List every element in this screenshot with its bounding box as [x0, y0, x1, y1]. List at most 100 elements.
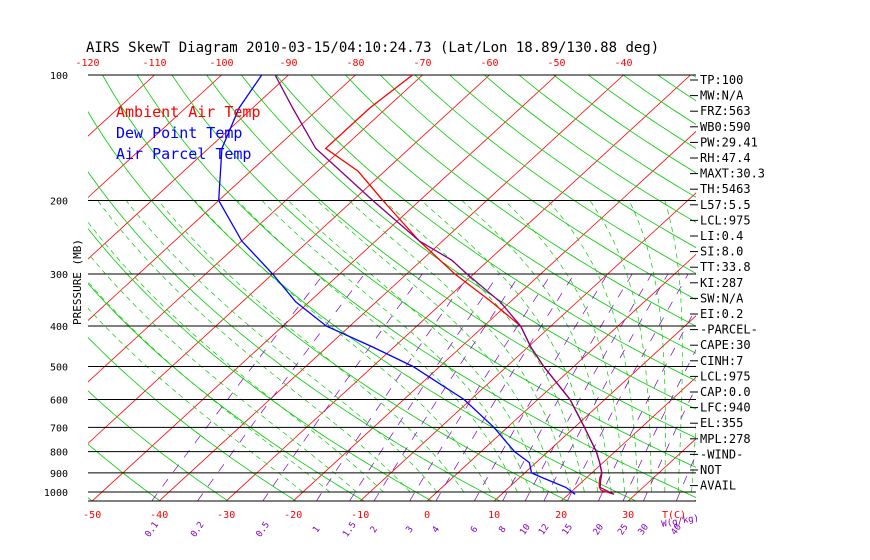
guide-lines	[0, 75, 870, 501]
dry-adiabat-line	[88, 228, 432, 501]
stat-item: LCL:975	[700, 213, 751, 227]
mixing-ratio-label: 8	[497, 525, 508, 535]
moist-adiabat-line	[383, 200, 585, 493]
stat-item: -PARCEL-	[700, 323, 758, 337]
mixing-ratio-line	[262, 273, 423, 501]
mixing-ratio-label: 4	[431, 525, 442, 535]
top-temp-tick-label: -50	[547, 58, 565, 69]
stat-item: LFC:940	[700, 401, 751, 415]
top-temp-tick-label: -40	[614, 58, 632, 69]
mixing-ratio-line	[151, 273, 325, 501]
chart-title: AIRS SkewT Diagram 2010-03-15/04:10:24.7…	[86, 40, 659, 56]
dry-adiabat-line	[831, 75, 870, 501]
pressure-tick-label: 900	[50, 469, 68, 480]
stat-item: KI:287	[700, 276, 743, 290]
mixing-ratio-line	[567, 273, 689, 501]
stat-item: LCL:975	[700, 369, 751, 383]
dry-adiabat-line	[88, 171, 500, 501]
isotherm-line	[293, 130, 696, 501]
mixing-ratio-label: 0.5	[255, 520, 273, 539]
bottom-temp-tick-label: 0	[424, 510, 430, 521]
pressure-tick-label: 300	[50, 270, 68, 281]
mixing-ratio-label: 20	[592, 523, 606, 538]
top-temp-tick-label: -100	[209, 58, 233, 69]
mixing-ratio-label: 6	[469, 525, 480, 535]
dry-adiabat-line	[345, 75, 696, 327]
dry-adiabat-line	[88, 390, 229, 501]
mixing-ratio-line	[543, 273, 669, 501]
isotherm-line	[360, 192, 696, 501]
dry-adiabat-line	[310, 75, 696, 354]
stat-item: EL:355	[700, 416, 743, 430]
moist-adiabat-line	[88, 221, 384, 493]
dry-adiabat-line	[171, 75, 696, 468]
pressure-tick-label: 800	[50, 448, 68, 459]
bottom-temp-tick-label: -40	[150, 510, 168, 521]
isotherm-line	[494, 315, 696, 501]
top-temp-tick-label: -80	[346, 58, 364, 69]
dry-adiabat-line	[379, 75, 696, 300]
dry-adiabat-line	[240, 75, 696, 410]
mixing-ratio-line	[502, 273, 633, 501]
stat-item: FRZ:563	[700, 104, 751, 118]
stat-item: SW:N/A	[700, 291, 744, 305]
stat-item: TT:33.8	[700, 260, 751, 274]
mixing-ratio-line	[373, 273, 521, 501]
mixing-ratio-label: 25	[616, 523, 630, 538]
mixing-ratio-line	[197, 273, 365, 501]
isotherm-line	[88, 75, 289, 260]
moist-adiabat-line	[125, 200, 438, 493]
dry-adiabat-line	[206, 75, 696, 439]
isotherm-line	[427, 253, 696, 501]
isotherm-line	[88, 75, 356, 321]
legend: Ambient Air Temp Dew Point Temp Air Parc…	[116, 103, 261, 163]
dry-adiabat-line	[136, 75, 696, 498]
dry-adiabat-line	[275, 75, 696, 382]
isotherm-line	[88, 75, 490, 444]
dry-adiabat-line	[88, 443, 161, 501]
dry-adiabat-line	[88, 282, 364, 501]
sounding-profiles	[218, 75, 615, 495]
stat-item: MPL:278	[700, 432, 751, 446]
mixing-ratio-label: 1.5	[341, 520, 359, 539]
series-dew-point-temp	[218, 75, 576, 495]
stat-item: PW:29.41	[700, 135, 758, 149]
mixing-ratio-label: 1	[311, 525, 322, 535]
stat-item: NOT	[700, 463, 722, 477]
stat-item: AVAIL	[700, 479, 736, 493]
y-axis-label: PRESSURE (MB)	[71, 239, 84, 325]
temp-unit-label: T(C)	[662, 510, 686, 521]
pressure-tick-label: 600	[50, 395, 68, 406]
stat-item: MAXT:30.3	[700, 167, 765, 181]
mixing-ratio-label: 3	[405, 525, 416, 535]
dry-adiabat-line	[866, 75, 870, 501]
mixing-ratio-label: 30	[637, 523, 651, 538]
mixing-ratio-line	[435, 273, 575, 501]
mixing-ratio-line	[676, 453, 696, 501]
moist-adiabat-line	[88, 281, 331, 493]
moist-adiabat-line	[316, 200, 558, 493]
mixing-ratio-label: 0.2	[189, 520, 207, 539]
isotherm-line	[159, 75, 624, 501]
top-temp-tick-label: -110	[142, 58, 166, 69]
dry-adiabat-line	[88, 111, 568, 501]
stat-item: LI:0.4	[700, 229, 743, 243]
isotherm-line	[0, 75, 21, 501]
isotherm-line	[88, 75, 423, 383]
stat-item: MW:N/A	[700, 89, 744, 103]
bottom-temp-tick-label: 20	[555, 510, 567, 521]
moist-adiabat-line	[261, 200, 532, 493]
stat-item: EI:0.2	[700, 307, 743, 321]
top-temp-tick-label: -60	[480, 58, 498, 69]
mixing-ratio-line	[316, 273, 470, 501]
mixing-ratio-line	[474, 273, 608, 501]
series-air-parcel-temp	[274, 75, 615, 495]
dry-adiabat-line	[88, 336, 297, 501]
stat-item: CINH:7	[700, 354, 743, 368]
isotherm-line	[561, 376, 696, 501]
dry-adiabat-line	[484, 75, 696, 223]
top-temp-tick-label: -120	[75, 58, 99, 69]
moist-adiabat-line	[237, 200, 518, 493]
mixing-ratio-line	[622, 348, 696, 501]
